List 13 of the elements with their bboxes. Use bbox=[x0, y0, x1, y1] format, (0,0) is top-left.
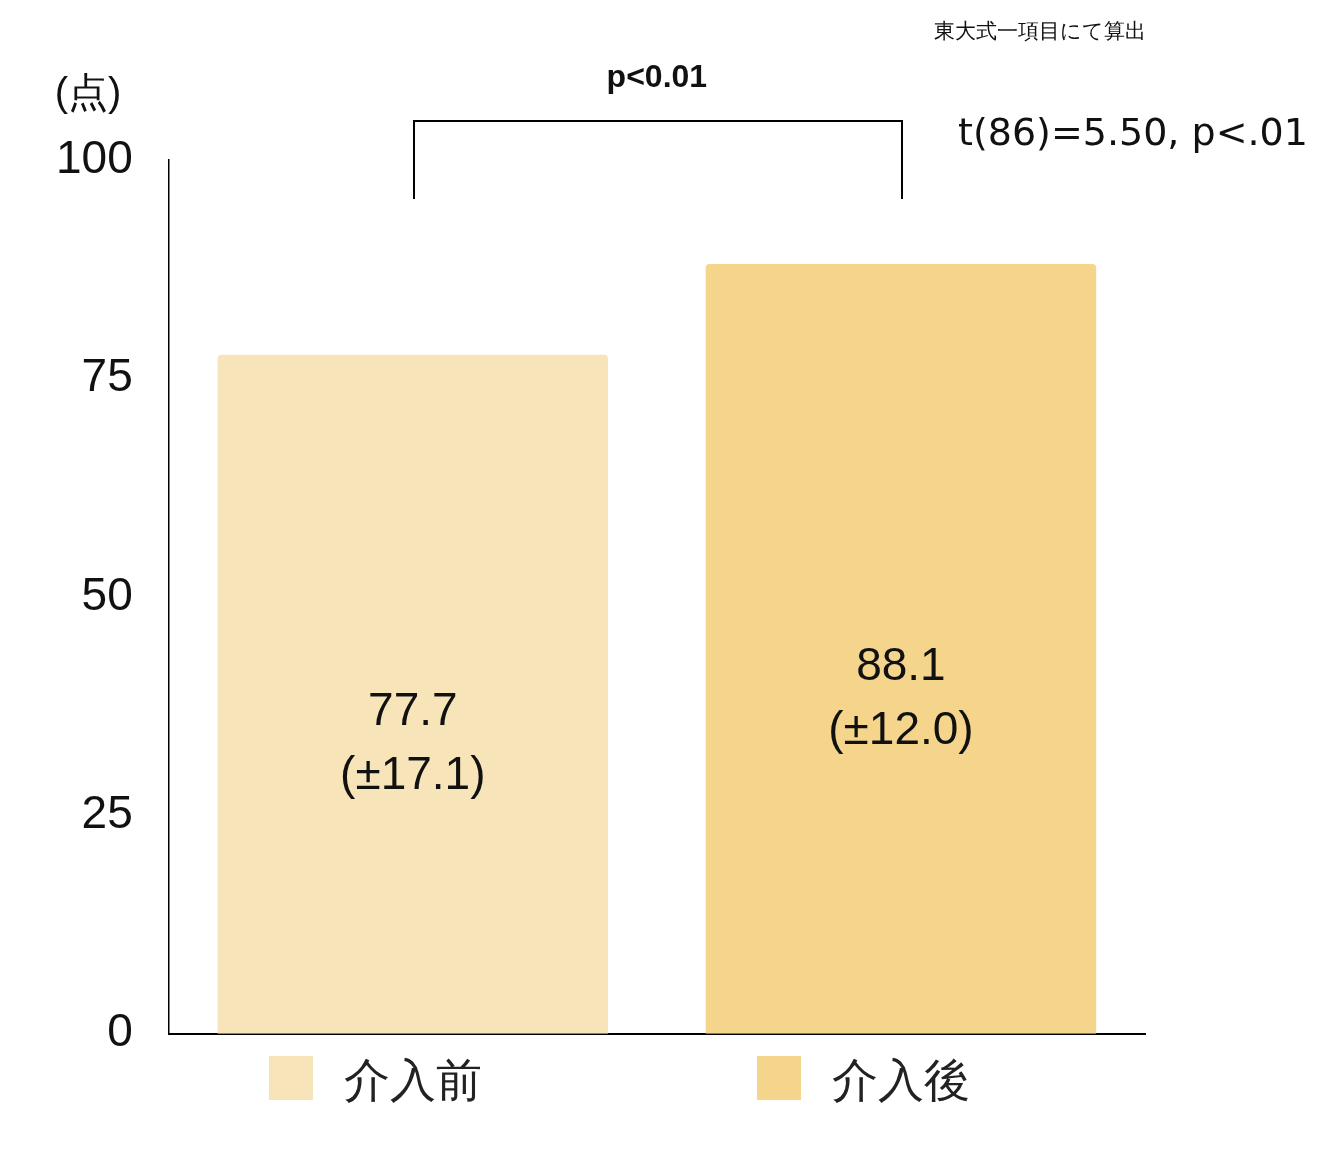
y-axis-title: (点) bbox=[54, 70, 122, 115]
y-tick-label: 50 bbox=[81, 567, 133, 620]
text: 東大式一項目にて算出 bbox=[934, 18, 1146, 42]
y-tick-label: 25 bbox=[81, 786, 133, 839]
text: t(86)=5.50, p<.01 bbox=[958, 109, 1308, 154]
y-tick-label: 75 bbox=[81, 349, 133, 402]
x-tick-label: 介入後 bbox=[831, 1054, 970, 1107]
data-label: 88.1 (±12.0) bbox=[828, 637, 974, 754]
y-tick-label: 100 bbox=[56, 130, 133, 183]
x-tick-label: 介入前 bbox=[343, 1054, 482, 1107]
y-tick-label: 0 bbox=[107, 1004, 133, 1057]
data-label: 77.7 (±17.1) bbox=[340, 683, 486, 800]
text: p<0.01 bbox=[606, 57, 708, 94]
